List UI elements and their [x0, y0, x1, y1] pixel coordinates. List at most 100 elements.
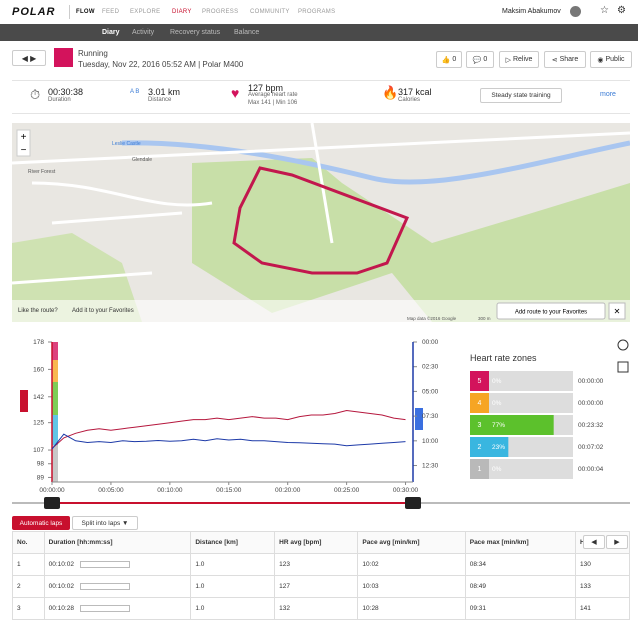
- slider-handle[interactable]: [44, 497, 60, 509]
- zone-label: 2: [478, 444, 482, 451]
- logo[interactable]: POLAR: [12, 6, 56, 18]
- zone-label: 4: [478, 400, 482, 407]
- comments: 0: [483, 56, 488, 63]
- nav-item[interactable]: DIARY: [172, 9, 192, 15]
- lap-row[interactable]: 1 00:10:02 1.0 123 10:02 08:34 130: [12, 553, 630, 576]
- place-label: Glendale: [132, 157, 152, 163]
- scroll-right[interactable]: ▶: [606, 535, 628, 549]
- y2-tick-label: 07:30: [422, 413, 439, 420]
- training-benefit[interactable]: Steady state training: [480, 88, 562, 103]
- cell: 10:28: [357, 597, 466, 620]
- expand-icon[interactable]: [617, 361, 629, 373]
- x-tick-label: 00:20:00: [275, 487, 301, 494]
- zone-strip: [52, 360, 58, 382]
- likes: 0: [452, 56, 457, 63]
- y2-tick-label: 12:30: [422, 463, 439, 470]
- zone-percent: 0%: [492, 400, 502, 407]
- x-tick-label: 00:00:00: [39, 487, 65, 494]
- cell: 10:02: [357, 553, 466, 576]
- settings-icon[interactable]: [617, 339, 629, 351]
- nav-item[interactable]: EXPLORE: [130, 9, 161, 15]
- x-tick-label: 00:15:00: [216, 487, 242, 494]
- zone-bar-bg: [489, 393, 573, 413]
- prev-next[interactable]: ◀ ▶: [12, 50, 46, 66]
- laps-table: No. Duration [hh:mm:ss] Distance [km] HR av…: [12, 531, 630, 620]
- sport-icon: [54, 48, 73, 67]
- cell: 123: [274, 553, 359, 576]
- close-button[interactable]: [608, 302, 626, 320]
- cell: 1.0: [190, 575, 276, 598]
- add-favorite-button[interactable]: [496, 302, 606, 320]
- y2-tick-label: 05:00: [422, 388, 439, 395]
- column-header: HR avg [bpm]: [274, 531, 359, 554]
- roads: [12, 123, 630, 285]
- zoom-control[interactable]: [16, 129, 31, 157]
- comment-button[interactable]: 💬 0: [466, 51, 494, 68]
- duration-bar: [79, 560, 130, 568]
- like-button[interactable]: 👍 0: [436, 51, 462, 68]
- y-tick-label: 178: [33, 339, 44, 346]
- settings-icon[interactable]: ⚙: [617, 5, 626, 16]
- tab[interactable]: Split into laps ▼: [72, 516, 138, 530]
- slider-handle[interactable]: [405, 497, 421, 509]
- subnav-item[interactable]: Diary: [102, 29, 120, 36]
- nav-item[interactable]: PROGRAMS: [298, 9, 336, 15]
- lap-row[interactable]: 2 00:10:02 1.0 127 10:03 08:49 133: [12, 575, 630, 598]
- share-button[interactable]: ⋖ Share: [544, 51, 586, 68]
- zone-time: 00:00:00: [578, 378, 604, 385]
- lap-row[interactable]: 3 00:10:28 1.0 132 10:28 09:31 141: [12, 597, 630, 620]
- zone-label: 5: [478, 378, 482, 385]
- distance: 3.01 km: [148, 87, 181, 97]
- favorite-link[interactable]: Add it to your Favorites: [72, 308, 134, 314]
- cell: 127: [274, 575, 359, 598]
- subnav-item[interactable]: Recovery status: [170, 29, 221, 36]
- y-tick-label: 125: [33, 420, 44, 427]
- action: Relive: [512, 56, 533, 63]
- public-button[interactable]: ◉ Public: [590, 51, 632, 68]
- series-line: [51, 409, 406, 449]
- cell: 09:31: [464, 597, 577, 620]
- zoom-in[interactable]: +: [21, 132, 27, 143]
- add-favorite-label[interactable]: Add route to your Favorites: [515, 310, 587, 316]
- y-tick-label: 98: [37, 461, 45, 468]
- map[interactable]: River Forest Glendale Leslie Castle + − …: [12, 123, 630, 322]
- nav-item[interactable]: FEED: [102, 9, 120, 15]
- relive-button[interactable]: ▷ Relive: [499, 51, 539, 68]
- more-link[interactable]: more: [600, 91, 616, 98]
- subnav-bar: [0, 24, 638, 41]
- cell: 2: [12, 575, 45, 598]
- nav-item[interactable]: PROGRESS: [202, 9, 239, 15]
- zone-label-bg: [470, 415, 489, 435]
- x-tick-label: 00:05:00: [98, 487, 124, 494]
- user-name[interactable]: Maksim Abakumov: [502, 8, 561, 15]
- scroll-left[interactable]: ◀: [583, 535, 605, 549]
- duration: 00:30:38: [48, 87, 84, 97]
- cell: 00:10:02: [43, 553, 192, 576]
- nav-item[interactable]: FLOW: [76, 9, 95, 15]
- subnav-item[interactable]: Balance: [234, 29, 260, 36]
- duration-bar: [79, 604, 130, 612]
- column-header: Distance [km]: [190, 531, 276, 554]
- cell: 08:34: [464, 553, 577, 576]
- heart-icon: ♥: [231, 85, 240, 101]
- cell: 00:10:28: [43, 597, 192, 620]
- calories-icon: 🔥: [382, 85, 399, 100]
- zoom-out[interactable]: −: [21, 145, 27, 156]
- cell: 1.0: [190, 553, 276, 576]
- close-icon[interactable]: ✕: [614, 307, 621, 316]
- calories-label: Calories: [398, 97, 421, 103]
- tab-active[interactable]: Automatic laps: [12, 516, 70, 530]
- x-tick-label: 00:30:00: [393, 487, 419, 494]
- y-tick-label: 160: [33, 366, 44, 373]
- header-row: No. Duration [hh:mm:ss] Distance [km] HR av…: [12, 531, 630, 554]
- zone-strip: [52, 415, 58, 445]
- distance-icon: A B: [130, 89, 140, 95]
- avatar[interactable]: [570, 6, 581, 17]
- y-tick-label: 142: [33, 394, 44, 401]
- star-icon[interactable]: ☆: [600, 5, 609, 16]
- nav-item[interactable]: COMMUNITY: [250, 9, 290, 15]
- cell: 1: [12, 553, 45, 576]
- subnav-item[interactable]: Activity: [132, 29, 155, 36]
- zone-percent: 0%: [492, 378, 502, 385]
